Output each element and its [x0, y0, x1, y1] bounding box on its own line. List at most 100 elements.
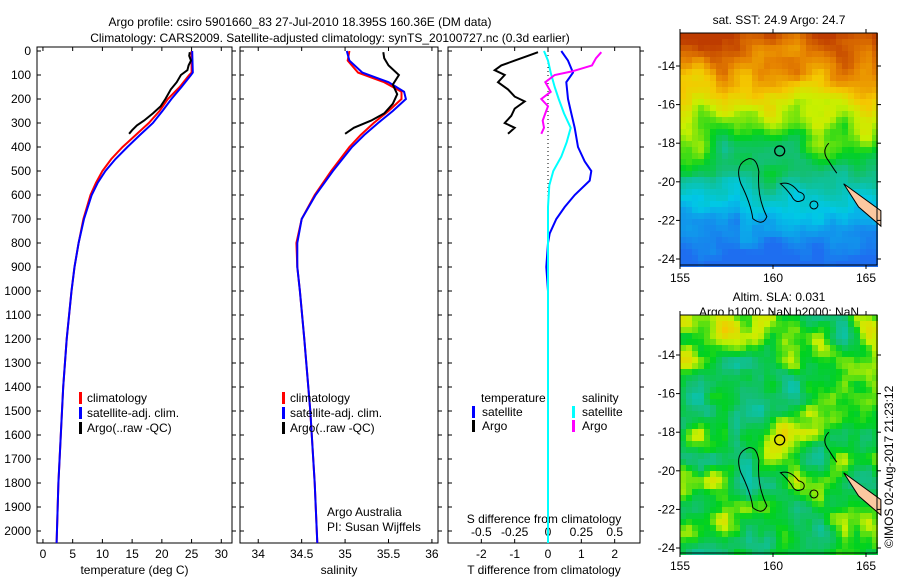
map-cell: [776, 465, 782, 471]
map-cell: [824, 255, 830, 261]
map-cell: [776, 219, 782, 225]
map-cell: [710, 63, 716, 69]
map-cell: [818, 189, 824, 195]
map-cell: [872, 243, 878, 249]
map-cell: [692, 369, 698, 375]
map-cell: [848, 513, 854, 519]
map-cell: [800, 531, 806, 537]
map-cell: [800, 69, 806, 75]
map-cell: [842, 153, 848, 159]
map-cell: [842, 393, 848, 399]
map-cell: [734, 87, 740, 93]
map-cell: [836, 399, 842, 405]
map-cell: [812, 159, 818, 165]
map-cell: [824, 147, 830, 153]
map-cell: [746, 81, 752, 87]
map-cell: [758, 123, 764, 129]
map-cell: [866, 57, 872, 63]
map-cell: [848, 81, 854, 87]
map-cell: [860, 51, 866, 57]
map-cell: [734, 261, 740, 267]
map-cell: [680, 453, 686, 459]
map-cell: [740, 177, 746, 183]
map-cell: [800, 435, 806, 441]
map-cell: [722, 489, 728, 495]
map-cell: [806, 519, 812, 525]
map-cell: [734, 195, 740, 201]
map-cell: [746, 465, 752, 471]
map-cell: [854, 501, 860, 507]
map-cell: [818, 525, 824, 531]
map-cell: [764, 501, 770, 507]
map-cell: [848, 327, 854, 333]
map-cell: [842, 477, 848, 483]
map-cell: [710, 45, 716, 51]
map-cell: [824, 483, 830, 489]
map-cell: [866, 447, 872, 453]
map-cell: [794, 387, 800, 393]
map-cell: [716, 459, 722, 465]
map-cell: [818, 465, 824, 471]
map-cell: [848, 153, 854, 159]
map-cell: [824, 363, 830, 369]
map-cell: [866, 531, 872, 537]
map-cell: [818, 105, 824, 111]
map-cell: [848, 459, 854, 465]
map-cell: [788, 321, 794, 327]
map-cell: [740, 441, 746, 447]
map-cell: [710, 477, 716, 483]
map-cell: [824, 81, 830, 87]
map-cell: [848, 447, 854, 453]
map-cell: [686, 333, 692, 339]
map-cell: [776, 507, 782, 513]
map-cell: [860, 141, 866, 147]
map-cell: [746, 111, 752, 117]
map-cell: [746, 447, 752, 453]
map-cell: [776, 69, 782, 75]
map-cell: [860, 387, 866, 393]
map-cell: [680, 321, 686, 327]
map-cell: [758, 405, 764, 411]
map-cell: [716, 381, 722, 387]
map-cell: [734, 339, 740, 345]
map-cell: [698, 195, 704, 201]
map-cell: [704, 489, 710, 495]
map-cell: [680, 93, 686, 99]
x-tick-label: 34: [252, 547, 266, 561]
map-cell: [812, 207, 818, 213]
map-cell: [698, 207, 704, 213]
map-cell: [680, 195, 686, 201]
map-cell: [722, 327, 728, 333]
map-cell: [740, 87, 746, 93]
map-cell: [764, 489, 770, 495]
map-cell: [848, 465, 854, 471]
map-cell: [686, 483, 692, 489]
map-cell: [734, 531, 740, 537]
map-cell: [842, 129, 848, 135]
map-cell: [806, 369, 812, 375]
x-tick-label: 15: [125, 547, 139, 561]
map-cell: [848, 507, 854, 513]
map-cell: [698, 387, 704, 393]
map-cell: [788, 495, 794, 501]
map-cell: [704, 195, 710, 201]
map-cell: [812, 465, 818, 471]
map-cell: [728, 201, 734, 207]
map-cell: [710, 429, 716, 435]
map-cell: [848, 549, 854, 555]
map-cell: [716, 429, 722, 435]
map-cell: [722, 75, 728, 81]
series-line-s-satellite: [543, 50, 572, 543]
map-cell: [782, 135, 788, 141]
map-cell: [812, 111, 818, 117]
map-cell: [698, 465, 704, 471]
map-cell: [740, 411, 746, 417]
map-cell: [806, 537, 812, 543]
map-cell: [818, 471, 824, 477]
map-cell: [752, 321, 758, 327]
map-cell: [758, 213, 764, 219]
map-cell: [824, 141, 830, 147]
map-cell: [704, 147, 710, 153]
map-cell: [698, 141, 704, 147]
map-cell: [848, 183, 854, 189]
